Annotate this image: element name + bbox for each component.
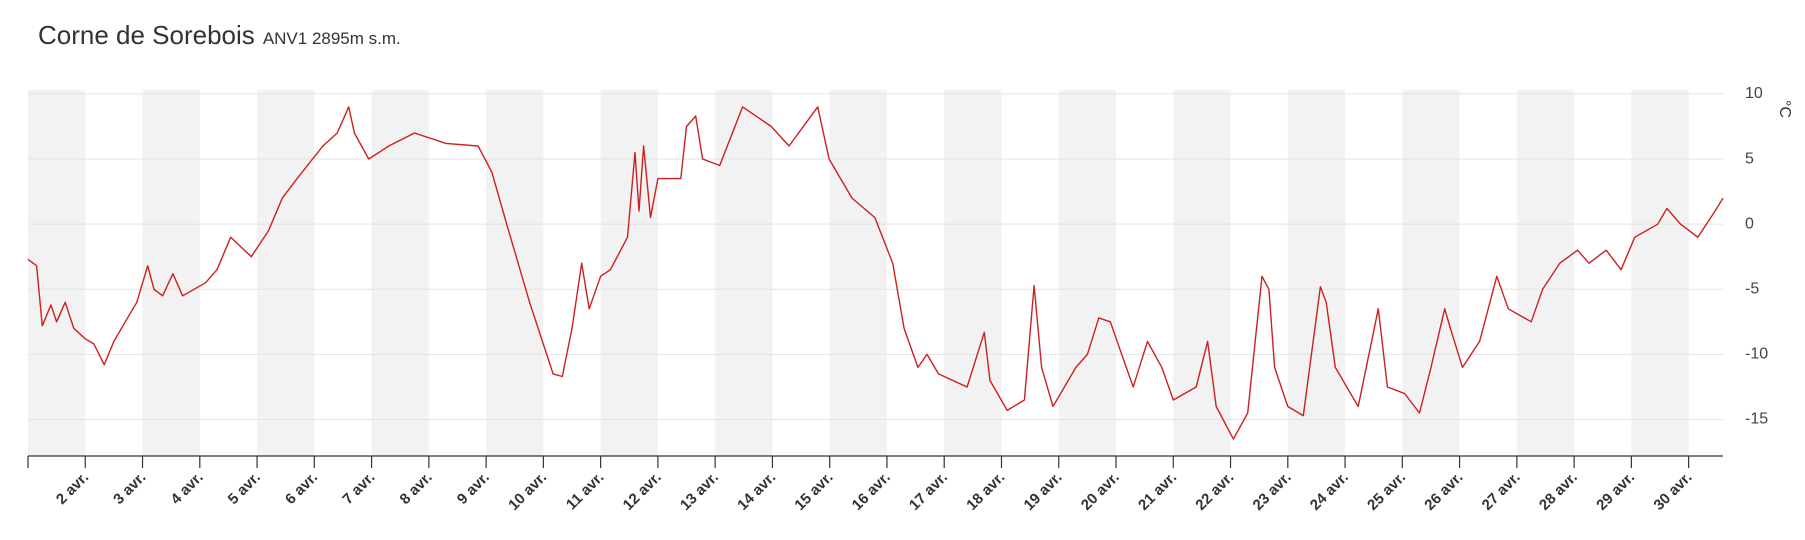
x-tick-label: 22 avr.	[1192, 469, 1237, 514]
title: Corne de Sorebois	[38, 20, 255, 50]
x-tick-label: 20 avr.	[1078, 469, 1123, 514]
y-tick-label: 5	[1745, 150, 1754, 167]
subtitle: ANV1 2895m s.m.	[263, 29, 401, 48]
day-band	[486, 90, 544, 456]
x-tick-label: 12 avr.	[620, 469, 665, 514]
day-band	[1402, 90, 1460, 456]
chart-title: Corne de Sorebois ANV1 2895m s.m.	[38, 20, 401, 50]
x-tick-label: 29 avr.	[1593, 469, 1638, 514]
x-tick-label: 24 avr.	[1307, 469, 1352, 514]
x-tick-label: 25 avr.	[1364, 469, 1409, 514]
x-tick-label: 10 avr.	[505, 469, 550, 514]
x-tick-label: 14 avr.	[734, 469, 779, 514]
y-tick-label: -10	[1745, 346, 1768, 363]
x-tick-label: 7 avr.	[339, 469, 378, 508]
x-tick-label: 17 avr.	[906, 469, 951, 514]
x-tick-label: 18 avr.	[963, 469, 1008, 514]
day-band	[600, 90, 658, 456]
day-band	[944, 90, 1002, 456]
day-band	[829, 90, 887, 456]
x-tick-label: 6 avr.	[282, 469, 321, 508]
temperature-line	[27, 106, 1724, 440]
x-tick-label: 11 avr.	[563, 469, 607, 513]
x-tick-label: 3 avr.	[110, 469, 149, 508]
x-tick-label: 30 avr.	[1650, 469, 1695, 514]
y-tick-label: -5	[1745, 280, 1759, 297]
y-tick-label: 0	[1745, 215, 1754, 232]
x-tick-label: 27 avr.	[1479, 469, 1524, 514]
y-tick-label: -15	[1745, 411, 1768, 428]
day-band	[142, 90, 200, 456]
x-tick-label: 5 avr.	[225, 469, 264, 508]
y-tick-label: 10	[1745, 85, 1763, 102]
x-tick-label: 21 avr.	[1135, 469, 1180, 514]
day-band	[1287, 90, 1346, 456]
day-band	[1631, 90, 1689, 456]
day-band	[1516, 90, 1575, 456]
x-tick-label: 26 avr.	[1421, 469, 1466, 514]
day-band	[1173, 90, 1231, 456]
day-band	[715, 90, 773, 456]
x-tick-label: 23 avr.	[1250, 469, 1295, 514]
x-tick-label: 4 avr.	[167, 469, 206, 508]
day-band	[257, 90, 315, 456]
x-tick-label: 13 avr.	[677, 469, 722, 514]
x-tick-label: 16 avr.	[849, 469, 894, 514]
x-tick-label: 15 avr.	[791, 469, 836, 514]
x-tick-label: 2 avr.	[53, 469, 92, 508]
y-axis-label: °C	[1776, 100, 1793, 118]
x-tick-label: 19 avr.	[1021, 469, 1066, 514]
day-band	[1058, 90, 1117, 456]
x-tick-label: 9 avr.	[454, 469, 493, 508]
x-tick-label: 8 avr.	[397, 469, 436, 508]
x-tick-label: 28 avr.	[1536, 469, 1581, 514]
day-band	[371, 90, 429, 456]
